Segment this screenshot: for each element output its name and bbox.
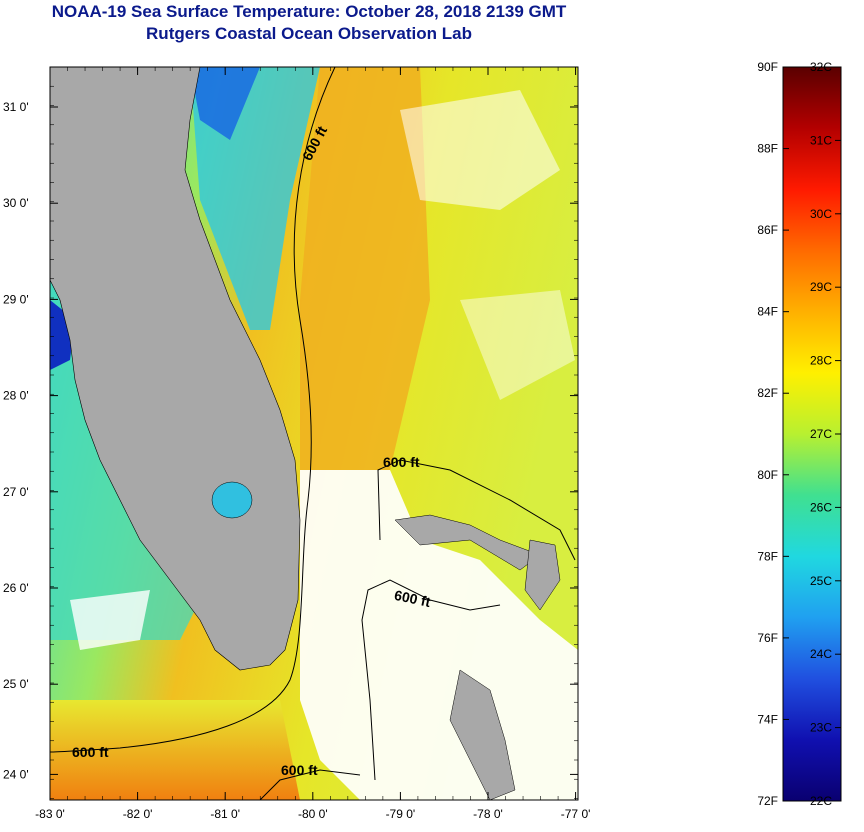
contour-label-south: 600 ft <box>281 762 318 778</box>
celsius-tick-label: 24C <box>810 647 832 661</box>
celsius-tick-label: 22C <box>810 794 832 808</box>
coastal-cold-water <box>190 67 260 140</box>
andros-island <box>449 669 516 800</box>
contour-label-tongue: 600 ft <box>393 587 432 610</box>
cloud-mask-gulf <box>70 590 150 650</box>
isobath-600ft-bahama <box>377 459 576 561</box>
map-subtitle: Rutgers Coastal Ocean Observation Lab <box>146 24 472 43</box>
latitude-tick-label: 24 0' <box>3 767 29 781</box>
map-frame <box>49 66 579 801</box>
fahrenheit-tick-label: 76F <box>757 631 778 645</box>
lake-okeechobee <box>211 481 253 519</box>
fahrenheit-tick-label: 88F <box>757 142 778 156</box>
fahrenheit-tick-label: 90F <box>757 60 778 74</box>
map-title: NOAA-19 Sea Surface Temperature: October… <box>51 2 567 21</box>
longitude-tick-label: -77 0' <box>561 807 591 821</box>
celsius-tick-label: 29C <box>810 280 832 294</box>
contour-label-gulf: 600 ft <box>72 744 109 760</box>
southern-warm-water <box>50 700 300 800</box>
fahrenheit-tick-label: 86F <box>757 223 778 237</box>
celsius-tick-label: 32C <box>810 60 832 74</box>
gulf-stream-band <box>300 67 430 470</box>
longitude-tick-label: -83 0' <box>35 807 65 821</box>
latitude-tick-label: 29 0' <box>3 292 29 306</box>
celsius-tick-label: 26C <box>810 500 832 514</box>
latitude-tick-label: 25 0' <box>3 677 29 691</box>
fahrenheit-tick-label: 80F <box>757 468 778 482</box>
fahrenheit-tick-label: 72F <box>757 794 778 808</box>
celsius-tick-label: 25C <box>810 574 832 588</box>
latitude-tick-label: 31 0' <box>3 100 29 114</box>
celsius-scale: 32C 31C 30C 29C 28C 27C 26C 25C 24C 23C 22C <box>810 60 841 808</box>
fahrenheit-scale: 90F 88F 86F 84F 82F 80F 78F 76F 74F 72F <box>757 60 789 808</box>
contour-label-bahama: 600 ft <box>383 454 420 470</box>
isobath-600ft-florida <box>50 67 336 753</box>
celsius-tick-label: 27C <box>810 427 832 441</box>
celsius-tick-label: 28C <box>810 354 832 368</box>
abaco-island <box>524 539 561 611</box>
longitude-tick-label: -80 0' <box>298 807 328 821</box>
isobath-600ft-tongue <box>361 579 501 781</box>
fahrenheit-tick-label: 74F <box>757 712 778 726</box>
celsius-tick-label: 31C <box>810 133 832 147</box>
latitude-tick-label: 26 0' <box>3 581 29 595</box>
celsius-tick-label: 23C <box>810 721 832 735</box>
latitude-tick-label: 28 0' <box>3 389 29 403</box>
cloud-mask-east <box>460 290 575 400</box>
fahrenheit-tick-label: 84F <box>757 305 778 319</box>
longitude-tick-label: -79 0' <box>386 807 416 821</box>
fahrenheit-tick-label: 78F <box>757 549 778 563</box>
cloud-mask-south <box>300 470 578 800</box>
longitude-tick-label: -78 0' <box>473 807 503 821</box>
florida-landmass <box>50 67 301 671</box>
latitude-axis: 31 0' 30 0' 29 0' 28 0' 27 0' 26 0' 25 0' 24 0' <box>3 66 578 799</box>
cloud-mask-north <box>400 90 560 210</box>
latitude-tick-label: 30 0' <box>3 196 29 210</box>
longitude-tick-label: -81 0' <box>210 807 240 821</box>
latitude-tick-label: 27 0' <box>3 485 29 499</box>
longitude-axis: -83 0' -82 0' -81 0' -80 0' -79 0' -78 0' -77 … <box>35 67 590 821</box>
isobath-600ft-south <box>259 769 361 800</box>
longitude-tick-label: -82 0' <box>123 807 153 821</box>
fahrenheit-tick-label: 82F <box>757 386 778 400</box>
celsius-tick-label: 30C <box>810 207 832 221</box>
temperature-colorbar: 90F 88F 86F 84F 82F 80F 78F 76F 74F 72F 32C 31C 30C… <box>757 60 842 808</box>
